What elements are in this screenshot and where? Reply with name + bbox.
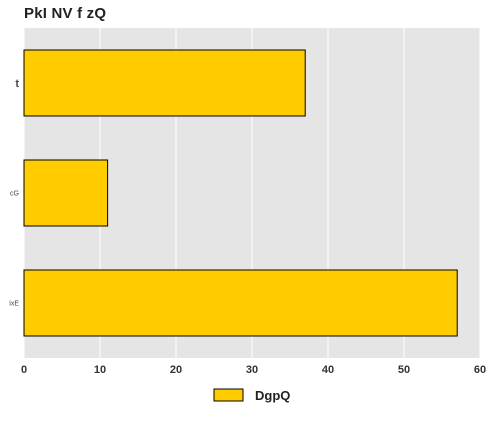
x-tick-label: 50 bbox=[398, 364, 410, 376]
legend-swatch bbox=[213, 388, 244, 402]
chart-title: PkI NV f zQ bbox=[24, 5, 107, 22]
legend: DgpQ bbox=[213, 388, 290, 403]
legend-label: DgpQ bbox=[255, 388, 290, 403]
x-tick-label: 30 bbox=[246, 364, 258, 376]
bar-ixE bbox=[23, 269, 458, 337]
x-tick-label: 10 bbox=[94, 364, 106, 376]
x-tick-label: 40 bbox=[322, 364, 334, 376]
x-tick-label: 0 bbox=[21, 364, 27, 376]
bar-cG bbox=[23, 159, 109, 227]
y-tick-label: cG bbox=[10, 190, 19, 197]
y-tick-label: t bbox=[15, 78, 19, 90]
y-tick-label: ixE bbox=[9, 300, 19, 307]
x-tick-label: 60 bbox=[474, 364, 486, 376]
bar-t bbox=[23, 49, 306, 117]
x-tick-label: 20 bbox=[170, 364, 182, 376]
